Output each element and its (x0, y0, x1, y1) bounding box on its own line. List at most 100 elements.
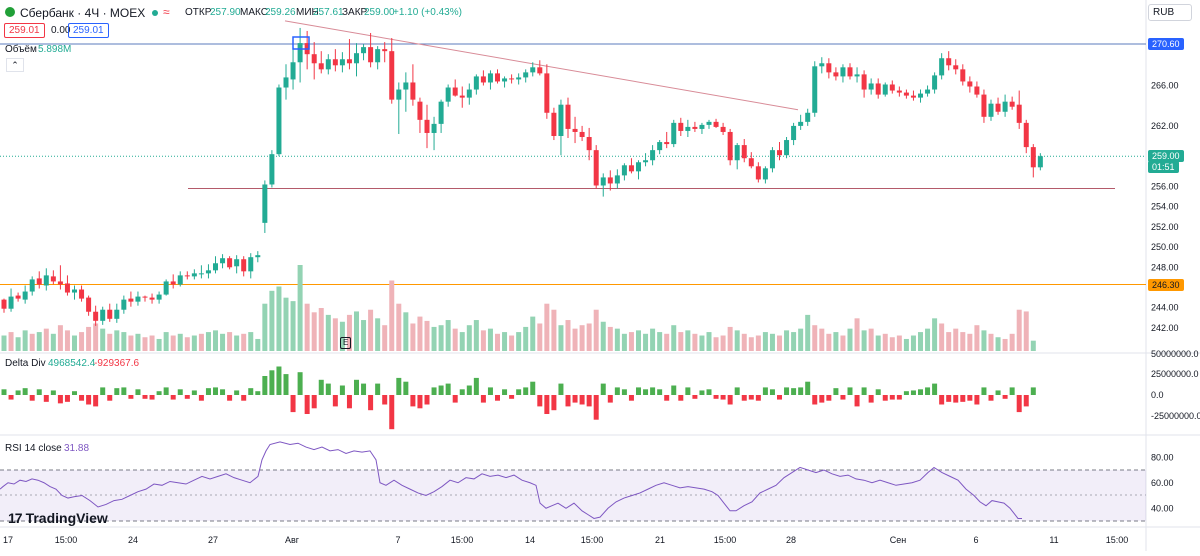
delta-bar (354, 379, 359, 395)
candle-body (861, 74, 867, 90)
volume-bar (177, 333, 183, 351)
delta-bar (516, 389, 522, 395)
volume-bar (847, 328, 853, 351)
volume-bar (946, 332, 952, 351)
tradingview-logo[interactable]: 17 TradingView (8, 510, 108, 526)
candle-body (424, 119, 430, 133)
delta-bar (86, 395, 92, 405)
delta-bar (396, 377, 402, 395)
volume-bar (128, 335, 134, 351)
delta-bar (107, 395, 113, 401)
delta-bar (755, 395, 761, 401)
delta-bar (678, 395, 684, 401)
volume-bar (213, 330, 218, 351)
volume-bar (762, 332, 768, 351)
candle-body (57, 281, 63, 285)
candle-body (100, 309, 106, 321)
time-tick-label: Авг (285, 535, 300, 545)
delta-bar (784, 387, 790, 395)
candle-body (628, 165, 634, 172)
volume-bar (149, 335, 155, 351)
delta-bar (699, 390, 705, 395)
time-tick-label: 7 (395, 535, 400, 545)
candle-body (184, 275, 190, 277)
volume-bar (621, 333, 627, 351)
bid-price[interactable]: 259.01 (4, 23, 45, 38)
volume-bar (657, 332, 663, 351)
volume-bar (1002, 338, 1008, 351)
tradingview-logo-icon: 17 (8, 510, 23, 526)
delta-bar (650, 387, 656, 395)
open-value: 257.90 (210, 7, 241, 18)
volume-bar (840, 335, 846, 351)
volume-legend-label: Объём (5, 44, 37, 55)
symbol-title[interactable]: Сбербанк · 4Ч · MOEX (20, 6, 146, 20)
delta-bar (840, 395, 846, 400)
collapse-chevron-icon[interactable]: ⌃ (6, 58, 24, 72)
volume-bar (410, 323, 416, 351)
volume-bar (389, 280, 395, 351)
volume-bar (614, 328, 620, 351)
earnings-marker[interactable]: E (340, 337, 352, 349)
delta-bar (565, 395, 571, 407)
time-tick-label: 21 (655, 535, 665, 545)
open-label: ОТКР (185, 7, 212, 18)
volume-bar (163, 332, 169, 351)
price-label-270: 270.60 (1148, 38, 1184, 50)
volume-bar (988, 333, 994, 351)
candle-body (262, 184, 268, 223)
volume-bar (466, 325, 472, 351)
delta-bar (128, 395, 134, 399)
price-tick-label: 244.00 (1151, 303, 1179, 313)
time-tick-label: 14 (525, 535, 535, 545)
volume-bar (135, 333, 141, 351)
candle-body (692, 126, 698, 129)
candle-body (953, 65, 959, 70)
delta-tick-label: 25000000.0 (1151, 369, 1199, 379)
countdown-label: 01:51 (1148, 161, 1179, 173)
trend-line[interactable] (284, 20, 799, 111)
delta-bar (29, 395, 35, 401)
volume-bar (473, 320, 479, 351)
volume-bar (241, 333, 247, 351)
candle-body (227, 258, 233, 268)
time-tick-label: Сен (890, 535, 907, 545)
currency-button[interactable]: RUB (1148, 4, 1192, 21)
delta-bar (762, 387, 768, 395)
volume-bar (431, 326, 437, 351)
candle-body (431, 123, 437, 133)
volume-bar (318, 308, 324, 351)
candle-body (36, 278, 42, 285)
volume-bar (734, 330, 740, 351)
candle-body (586, 137, 592, 151)
ask-price[interactable]: 259.01 (68, 23, 109, 38)
close-label: ЗАКР (342, 7, 368, 18)
candle-body (107, 309, 113, 319)
volume-bar (403, 312, 409, 351)
delta-bar (311, 395, 317, 409)
volume-bar (889, 337, 895, 351)
volume-bar (424, 320, 430, 351)
candle-body (276, 87, 282, 155)
candle-body (403, 82, 409, 90)
delta-bar (170, 395, 176, 400)
volume-bar (565, 320, 571, 351)
volume-bar (833, 332, 839, 351)
volume-bar (727, 326, 733, 351)
high-label: МАКС (240, 7, 268, 18)
delta-bar (833, 388, 839, 395)
candle-body (805, 112, 811, 122)
volume-bar (198, 333, 204, 351)
time-tick-label: 28 (786, 535, 796, 545)
candle-body (234, 259, 240, 267)
delta-bar (255, 391, 261, 395)
volume-bar (57, 325, 63, 351)
volume-bar (925, 328, 931, 351)
selection-marker[interactable] (292, 36, 310, 50)
candle-body (798, 121, 804, 126)
price-tick-label: 250.00 (1151, 242, 1179, 252)
delta-bar (657, 389, 663, 395)
delta-bar (156, 391, 162, 395)
